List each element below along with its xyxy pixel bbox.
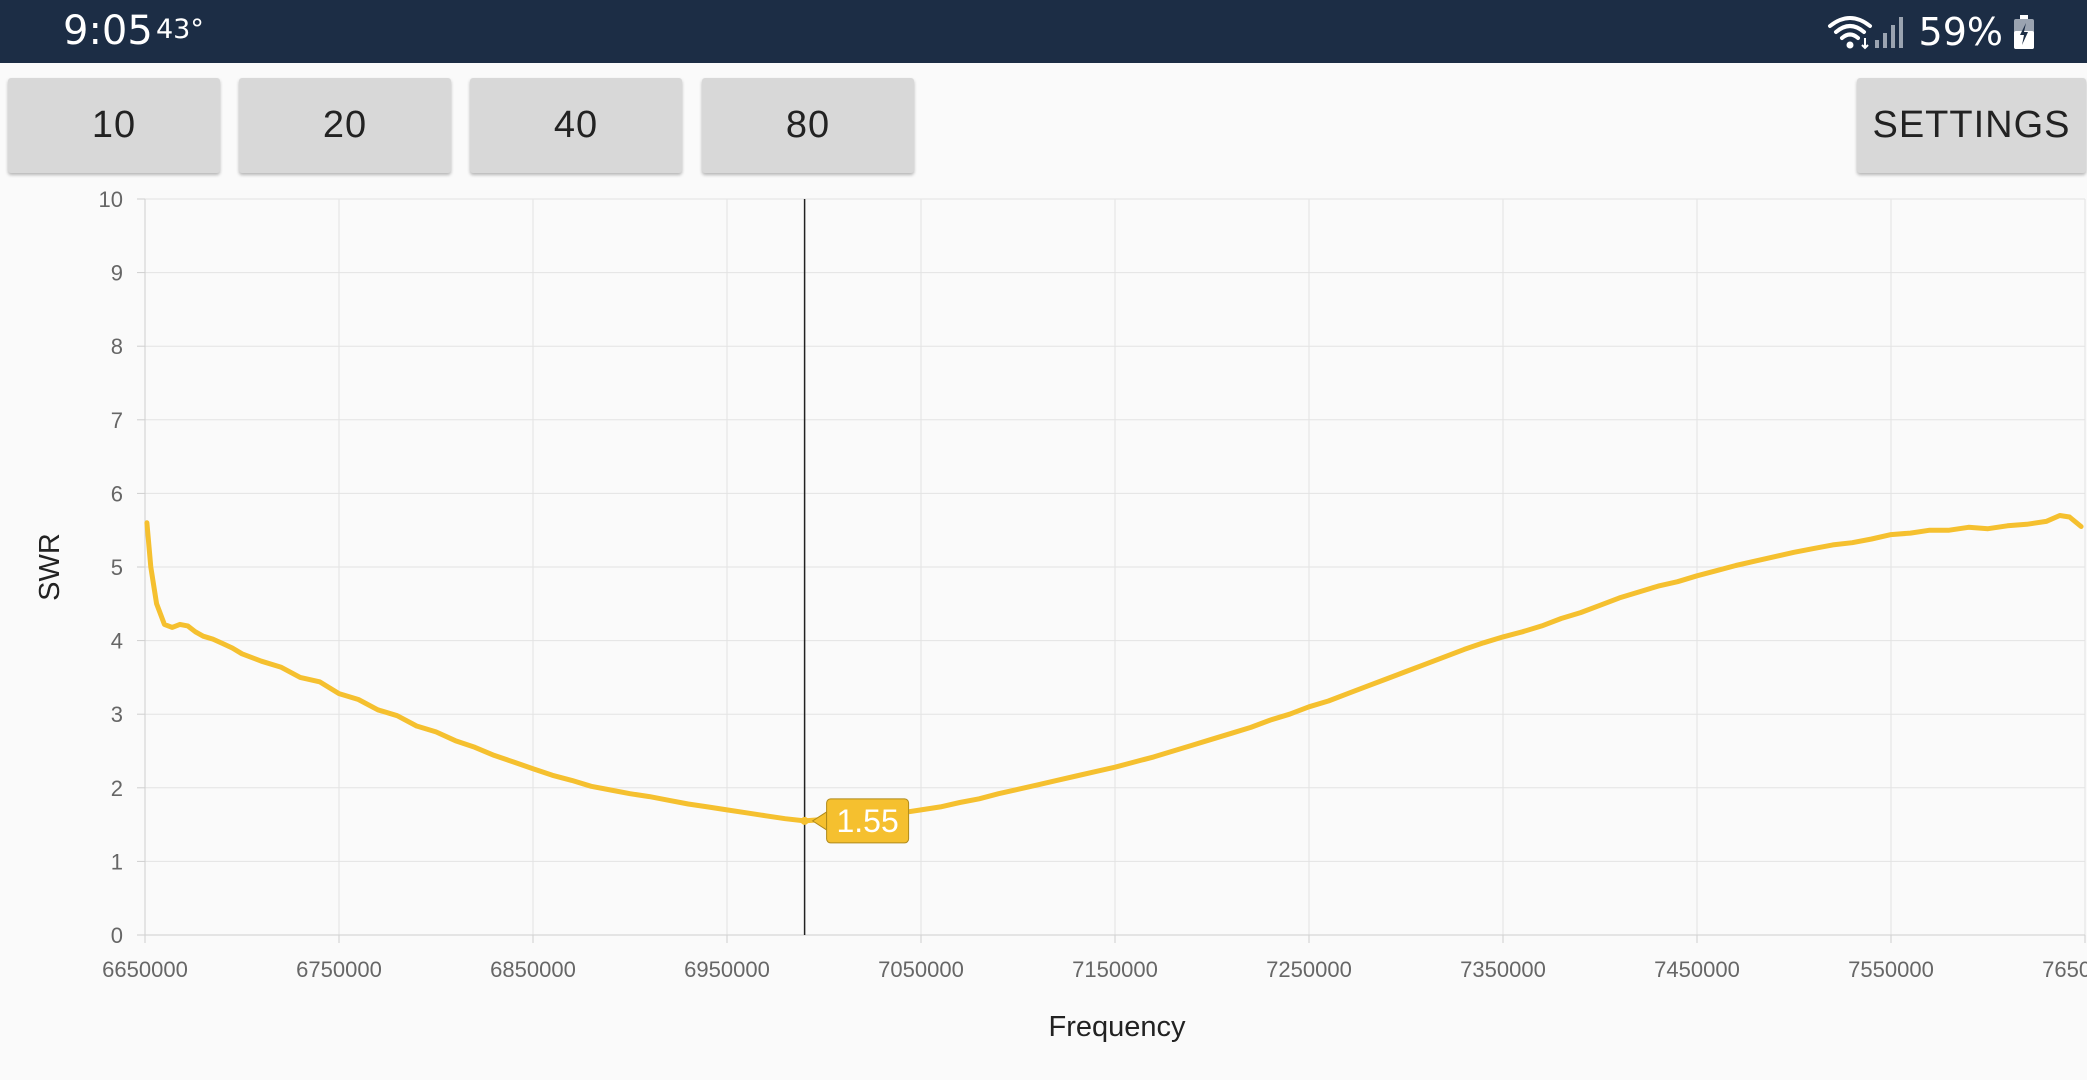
- y-tick-label: 8: [111, 334, 123, 359]
- x-tick-label: 7350000: [1460, 957, 1546, 982]
- y-tick-label: 2: [111, 776, 123, 801]
- tooltip-box: [826, 798, 910, 844]
- battery-percent: 59%: [1918, 10, 2003, 54]
- status-time: 9:05: [63, 8, 153, 54]
- band-button-40[interactable]: 40: [470, 78, 682, 173]
- status-temperature: 43°: [156, 14, 204, 45]
- x-tick-label: 7650000: [2042, 957, 2087, 982]
- band-button-80[interactable]: 80: [702, 78, 914, 173]
- y-tick-label: 10: [99, 187, 123, 212]
- y-tick-label: 3: [111, 702, 123, 727]
- x-tick-label: 6650000: [102, 957, 188, 982]
- x-tick-label: 7450000: [1654, 957, 1740, 982]
- battery-charging-icon: [2013, 14, 2035, 50]
- y-tick-label: 7: [111, 408, 123, 433]
- y-tick-label: 0: [111, 923, 123, 948]
- tooltip-pointer: [811, 811, 828, 831]
- x-tick-label: 7050000: [878, 957, 964, 982]
- y-tick-label: 9: [111, 261, 123, 286]
- y-axis-title: SWR: [34, 533, 66, 601]
- y-tick-label: 1: [111, 849, 123, 874]
- cursor-point: [800, 816, 809, 825]
- band-button-10[interactable]: 10: [8, 78, 220, 173]
- signal-icon: [1873, 14, 1907, 50]
- band-button-20[interactable]: 20: [239, 78, 451, 173]
- y-tick-label: 5: [111, 555, 123, 580]
- tooltip-value: 1.55: [836, 803, 898, 839]
- status-bar: 9:05 43° 59%: [0, 0, 2087, 63]
- x-tick-label: 7150000: [1072, 957, 1158, 982]
- status-icons: 59%: [1827, 10, 2035, 54]
- y-tick-label: 6: [111, 481, 123, 506]
- x-tick-label: 6850000: [490, 957, 576, 982]
- x-tick-label: 6950000: [684, 957, 770, 982]
- swr-series-line: [144, 513, 2084, 824]
- y-tick-label: 4: [111, 629, 123, 654]
- x-tick-label: 7250000: [1266, 957, 1352, 982]
- settings-button[interactable]: SETTINGS: [1857, 78, 2086, 173]
- x-tick-label: 7550000: [1848, 957, 1934, 982]
- x-axis-title: Frequency: [1048, 1011, 1186, 1043]
- x-tick-label: 6750000: [296, 957, 382, 982]
- wifi-icon: [1827, 14, 1873, 50]
